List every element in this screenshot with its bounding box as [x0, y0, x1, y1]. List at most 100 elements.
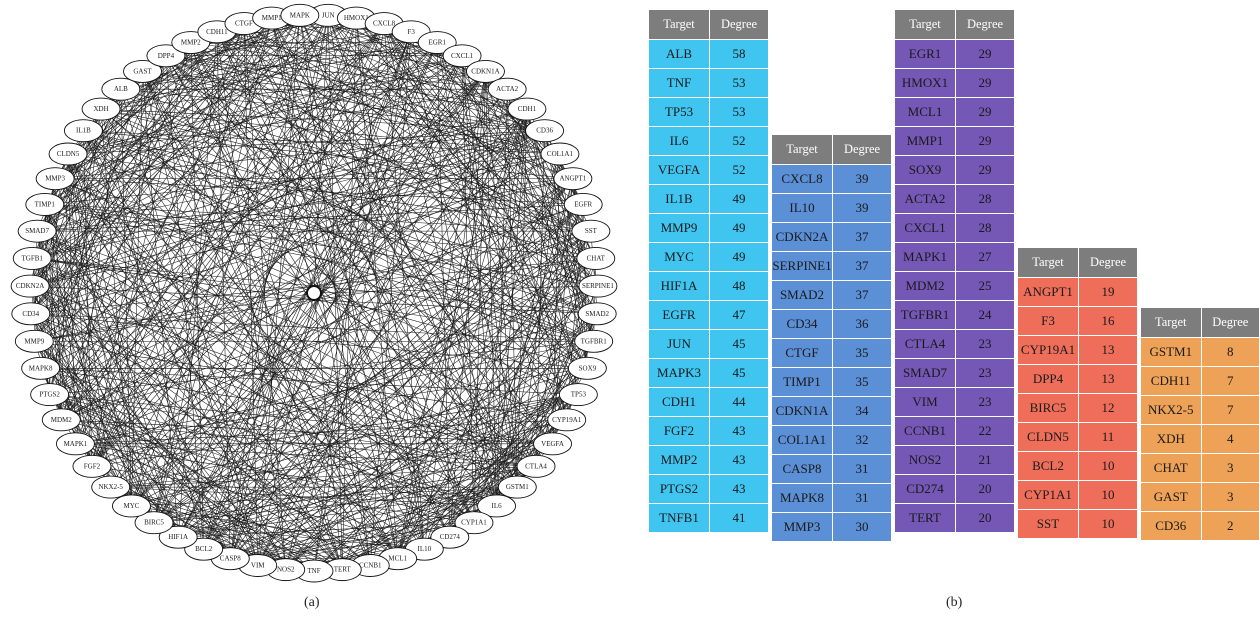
network-edge: [91, 31, 412, 467]
node-ellipse: [35, 167, 75, 191]
network-edge: [36, 17, 272, 232]
node-label: TGFBR1: [581, 337, 608, 345]
network-edge: [30, 313, 594, 342]
target-cell: CYP19A1: [1017, 335, 1079, 365]
target-cell: MMP9: [648, 213, 710, 243]
network-nodes: JUN HMOX1 CXCL8 F3 EGR1 CXCL1 CDKN1A ACTA2 CDH1 C…: [10, 3, 618, 583]
network-node: CXCL1: [442, 44, 482, 68]
network-edge: [44, 204, 596, 259]
network-edge: [83, 130, 579, 395]
node-label: CHAT: [587, 254, 606, 262]
target-cell: TNFB1: [648, 503, 710, 533]
network-node: COL1A1: [540, 142, 580, 166]
network-edge: [190, 42, 508, 90]
network-edge: [101, 42, 438, 110]
target-cell: TP53: [648, 97, 710, 127]
node-ellipse: [101, 77, 141, 101]
degree-cell: 30: [832, 512, 892, 542]
network-edge: [54, 178, 62, 420]
network-edge: [369, 31, 412, 566]
network-edge: [142, 71, 343, 570]
network-edge: [153, 419, 567, 523]
table-row: EGR1 29: [894, 39, 1015, 69]
network-edge: [190, 42, 371, 566]
degree-cell: 52: [709, 126, 769, 156]
target-cell: CD274: [894, 474, 956, 504]
network-edge: [91, 466, 475, 523]
degree-cell: 27: [955, 242, 1015, 272]
network-edge: [40, 368, 579, 395]
node-label: GSTM1: [506, 483, 529, 491]
network-edge: [299, 15, 596, 259]
network-edge: [49, 42, 438, 395]
degree-column-header: Degree: [1200, 307, 1260, 338]
node-label: IL1B: [76, 127, 91, 135]
network-edge: [131, 18, 272, 507]
network-edge: [313, 204, 584, 294]
node-label: SOX9: [579, 364, 597, 372]
node-ellipse: [442, 44, 482, 68]
target-cell: TIMP1: [771, 367, 833, 397]
target-cell: BCL2: [1017, 451, 1079, 481]
network-edge: [216, 31, 553, 445]
node-ellipse: [63, 119, 103, 143]
network-edge: [142, 71, 518, 488]
network-edge: [142, 71, 588, 369]
node-label: CD274: [440, 533, 461, 541]
table-row: CXCL8 39: [771, 164, 892, 194]
network-edge: [190, 42, 343, 570]
degree-cell: 47: [709, 300, 769, 330]
target-cell: CD36: [1140, 511, 1202, 541]
network-edge: [299, 15, 398, 559]
target-cell: XDH: [1140, 424, 1202, 454]
node-label: MDM2: [51, 416, 73, 424]
network-edge: [410, 31, 497, 507]
network-edge: [120, 88, 594, 342]
network-edge: [257, 505, 497, 566]
table-row: MMP2 43: [648, 445, 769, 475]
network-edge: [230, 505, 497, 559]
network-edge: [216, 31, 518, 488]
network-edge: [257, 313, 598, 566]
table-row: JUN 45: [648, 329, 769, 359]
node-label: DPP4: [158, 52, 175, 60]
degree-column-header: Degree: [709, 9, 769, 40]
network-edge: [271, 17, 537, 467]
degree-cell: 16: [1078, 306, 1138, 336]
network-node: SERPINE1: [578, 274, 618, 298]
table-row: F3 16: [1017, 306, 1138, 336]
target-cell: IL10: [771, 193, 833, 223]
table-row: CHAT 3: [1140, 453, 1260, 483]
node-label: ALB: [114, 85, 128, 93]
network-node: SMAD7: [17, 219, 57, 243]
network-center-node: [306, 285, 322, 301]
degree-cell: 20: [955, 503, 1015, 533]
node-label: HMOX1: [344, 14, 369, 22]
network-edge: [32, 258, 537, 467]
target-cell: GSTM1: [1140, 337, 1202, 367]
network-edge: [67, 153, 315, 572]
degree-cell: 35: [832, 338, 892, 368]
node-label: MCL1: [388, 555, 407, 563]
degree-cell: 10: [1078, 451, 1138, 481]
network-edge: [100, 109, 132, 506]
table-row: ANGPT1 19: [1017, 277, 1138, 307]
network-edge: [67, 153, 231, 559]
node-label: CDKN1A: [471, 67, 499, 75]
degree-cell: 29: [955, 155, 1015, 185]
network-edge: [44, 204, 258, 566]
target-cell: EGFR: [648, 300, 710, 330]
network-edge: [91, 394, 579, 467]
network-node: GAST: [123, 59, 162, 83]
table-row: SMAD2 37: [771, 280, 892, 310]
node-label: COL1A1: [547, 150, 574, 158]
network-edge: [91, 55, 167, 467]
table-row: CASP8 31: [771, 454, 892, 484]
target-column-header: Target: [894, 9, 956, 40]
network-edge: [101, 108, 560, 155]
degree-cell: 25: [955, 271, 1015, 301]
network-edge: [216, 31, 596, 259]
table-row: EGFR 47: [648, 300, 769, 330]
network-edge: [34, 23, 245, 342]
network-edge: [61, 17, 272, 420]
